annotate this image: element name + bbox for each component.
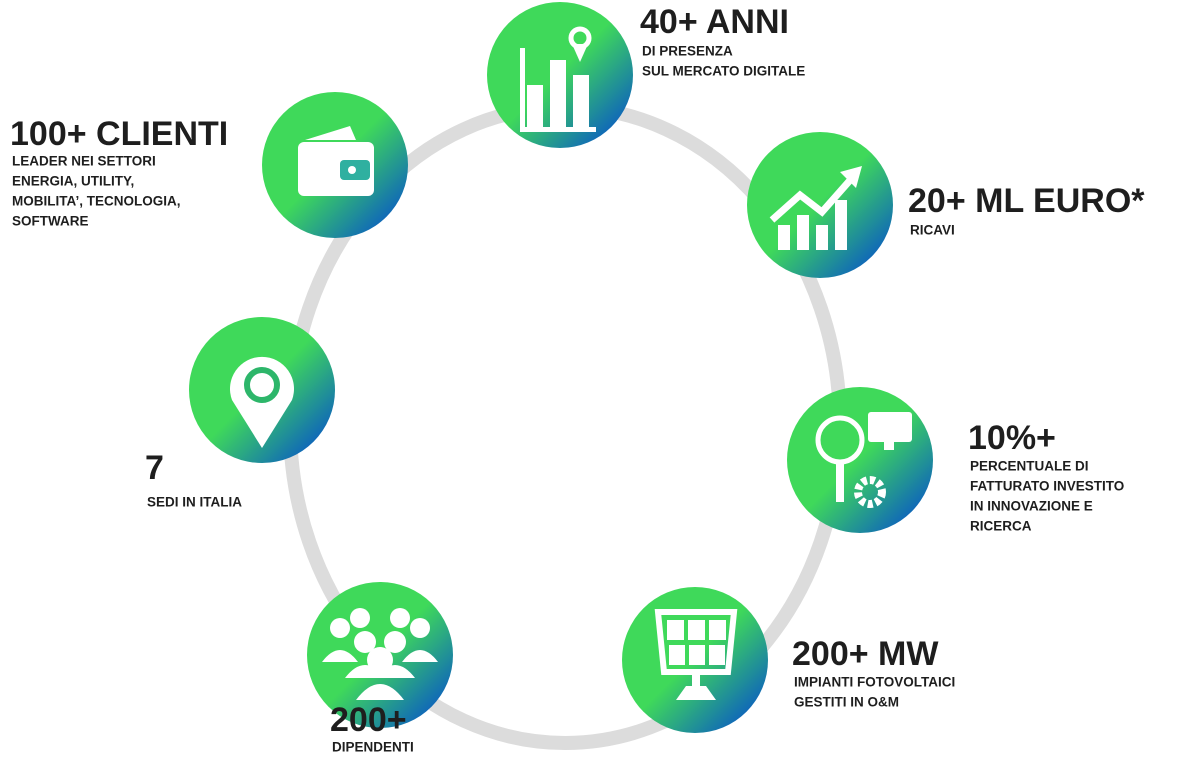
stat-line: DI PRESENZA [642, 44, 733, 59]
icon-mw [622, 587, 768, 733]
icon-innovazione [787, 387, 933, 533]
icon-clienti [262, 92, 408, 238]
stat-title: 200+ MW [792, 635, 939, 673]
stat-line: DIPENDENTI [332, 740, 414, 755]
stats: 40+ ANNI DI PRESENZA SUL MERCATO DIGITALE 1… [10, 3, 1145, 755]
stat-title: 7 [145, 449, 164, 487]
stat-line: MOBILITA’, TECNOLOGIA, [12, 194, 181, 209]
icon-sedi [189, 317, 335, 463]
icon-ricavi [747, 132, 893, 278]
stat-line: SEDI IN ITALIA [147, 495, 242, 510]
stat-line: RICERCA [970, 519, 1032, 534]
stat-title: 100+ CLIENTI [10, 115, 228, 153]
icon-dipendenti [307, 582, 453, 728]
icon-anni [487, 2, 633, 148]
stat-title: 10%+ [968, 419, 1056, 457]
stat-line: PERCENTUALE DI [970, 459, 1089, 474]
stat-title: 40+ ANNI [640, 3, 789, 41]
stat-line: SOFTWARE [12, 214, 89, 229]
stat-line: LEADER NEI SETTORI [12, 154, 156, 169]
stat-line: GESTITI IN O&M [794, 695, 899, 710]
stat-title: 200+ [330, 701, 407, 739]
stat-line: ENERGIA, UTILITY, [12, 174, 134, 189]
stat-line: IN INNOVAZIONE E [970, 499, 1093, 514]
stat-title: 20+ ML EURO* [908, 182, 1145, 220]
stat-line: SUL MERCATO DIGITALE [642, 64, 805, 79]
stat-line: IMPIANTI FOTOVOLTAICI [794, 675, 955, 690]
stat-line: RICAVI [910, 223, 955, 238]
stat-line: FATTURATO INVESTITO [970, 479, 1124, 494]
